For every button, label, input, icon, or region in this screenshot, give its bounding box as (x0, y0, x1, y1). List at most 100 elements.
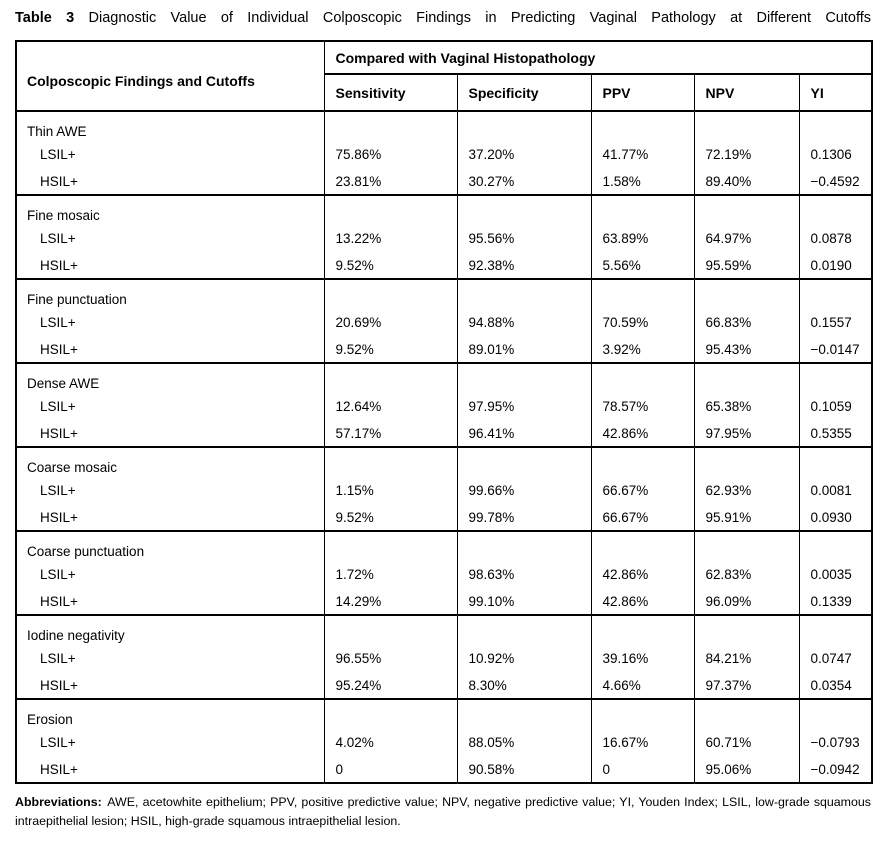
table-title: Table 3 Diagnostic Value of Individual C… (15, 10, 871, 27)
value-cell: 30.27% (456, 168, 591, 196)
value-cell: 13.22% (323, 225, 457, 253)
col-header-specificity: Specificity (456, 74, 591, 113)
data-row: HSIL+ 0 90.58% 0 95.06% −0.0942 (16, 756, 873, 784)
group-name-row: Fine punctuation (16, 278, 873, 310)
value-cell: 60.71% (693, 729, 799, 757)
value-cell: 97.95% (456, 393, 591, 421)
value-cell: 39.16% (590, 645, 694, 673)
data-row: HSIL+ 23.81% 30.27% 1.58% 89.40% −0.4592 (16, 168, 873, 196)
value-cell: 72.19% (693, 141, 799, 169)
empty-cell (693, 530, 799, 562)
value-cell: 99.66% (456, 477, 591, 505)
empty-cell (590, 194, 694, 226)
empty-cell (456, 278, 591, 310)
value-cell: 0.1306 (798, 141, 873, 169)
group-name-cell: Dense AWE (16, 362, 324, 394)
empty-cell (456, 530, 591, 562)
col-header-sensitivity: Sensitivity (324, 74, 457, 113)
group-name-row: Coarse mosaic (16, 446, 873, 478)
value-cell: 1.72% (323, 561, 457, 589)
empty-cell (323, 446, 457, 478)
value-cell: 63.89% (590, 225, 694, 253)
empty-cell (590, 110, 694, 142)
cutoff-cell: LSIL+ (40, 147, 76, 163)
value-cell: −0.0793 (798, 729, 873, 757)
value-cell: 95.91% (693, 504, 799, 532)
empty-cell (693, 698, 799, 730)
group-name-row: Erosion (16, 698, 873, 730)
group-name-cell: Thin AWE (16, 110, 324, 142)
value-cell: 95.24% (323, 672, 457, 700)
empty-cell (456, 614, 591, 646)
value-cell: 90.58% (456, 756, 591, 784)
empty-cell (323, 110, 457, 142)
cutoff-cell: LSIL+ (40, 651, 76, 667)
group-header: Compared with Vaginal Histopathology (323, 41, 873, 76)
value-cell: 0.0035 (798, 561, 873, 589)
footnote-text: AWE, acetowhite epithelium; PPV, positiv… (15, 795, 871, 828)
value-cell: 23.81% (323, 168, 457, 196)
value-cell: 96.55% (323, 645, 457, 673)
value-cell: 3.92% (590, 336, 694, 364)
empty-cell (456, 446, 591, 478)
cutoff-cell: LSIL+ (40, 399, 76, 415)
value-cell: 98.63% (456, 561, 591, 589)
cutoff-cell: LSIL+ (40, 567, 76, 583)
cutoff-cell: LSIL+ (40, 483, 76, 499)
value-cell: 12.64% (323, 393, 457, 421)
data-row: LSIL+ 75.86% 37.20% 41.77% 72.19% 0.1306 (16, 141, 873, 169)
empty-cell (323, 530, 457, 562)
data-row: HSIL+ 9.52% 89.01% 3.92% 95.43% −0.0147 (16, 336, 873, 364)
value-cell: 0 (590, 756, 694, 784)
empty-cell (456, 698, 591, 730)
empty-cell (590, 614, 694, 646)
value-cell: 96.41% (456, 420, 591, 448)
value-cell: 0.0930 (798, 504, 873, 532)
value-cell: 66.67% (590, 504, 694, 532)
empty-cell (693, 110, 799, 142)
value-cell: 94.88% (456, 309, 591, 337)
header-row-columns: Sensitivity Specificity PPV NPV YI (16, 74, 873, 113)
data-row: HSIL+ 57.17% 96.41% 42.86% 97.95% 0.5355 (16, 420, 873, 448)
table-body: Thin AWE LSIL+ 75.86% 37.20% 41.77% 72.19% 0.1… (16, 110, 873, 784)
value-cell: 75.86% (323, 141, 457, 169)
col-header-npv: NPV (693, 74, 799, 113)
cutoff-cell: HSIL+ (40, 173, 78, 189)
empty-cell (693, 362, 799, 394)
col-header-yi: YI (798, 74, 873, 113)
empty-cell (590, 446, 694, 478)
value-cell: 89.01% (456, 336, 591, 364)
value-cell: 0.1339 (798, 588, 873, 616)
value-cell: 9.52% (323, 252, 457, 280)
data-row: HSIL+ 95.24% 8.30% 4.66% 97.37% 0.0354 (16, 672, 873, 700)
value-cell: 95.59% (693, 252, 799, 280)
group-name-cell: Fine punctuation (16, 278, 324, 310)
value-cell: 88.05% (456, 729, 591, 757)
value-cell: −0.0147 (798, 336, 873, 364)
data-row: LSIL+ 1.15% 99.66% 66.67% 62.93% 0.0081 (16, 477, 873, 505)
value-cell: 0.0878 (798, 225, 873, 253)
empty-cell (693, 446, 799, 478)
value-cell: 99.78% (456, 504, 591, 532)
value-cell: −0.0942 (798, 756, 873, 784)
value-cell: 4.02% (323, 729, 457, 757)
value-cell: 20.69% (323, 309, 457, 337)
empty-cell (323, 614, 457, 646)
cutoff-cell: HSIL+ (40, 593, 78, 609)
data-row: LSIL+ 12.64% 97.95% 78.57% 65.38% 0.1059 (16, 393, 873, 421)
value-cell: 1.15% (323, 477, 457, 505)
group-name-cell: Coarse mosaic (16, 446, 324, 478)
cutoff-cell: LSIL+ (40, 315, 76, 331)
cutoff-cell: HSIL+ (40, 257, 78, 273)
value-cell: 65.38% (693, 393, 799, 421)
value-cell: 96.09% (693, 588, 799, 616)
value-cell: 16.67% (590, 729, 694, 757)
value-cell: 99.10% (456, 588, 591, 616)
empty-cell (693, 194, 799, 226)
empty-cell (323, 362, 457, 394)
table-title-label: Table 3 (15, 10, 75, 26)
group-name-row: Thin AWE (16, 110, 873, 142)
data-row: LSIL+ 4.02% 88.05% 16.67% 60.71% −0.0793 (16, 729, 873, 757)
value-cell: 78.57% (590, 393, 694, 421)
